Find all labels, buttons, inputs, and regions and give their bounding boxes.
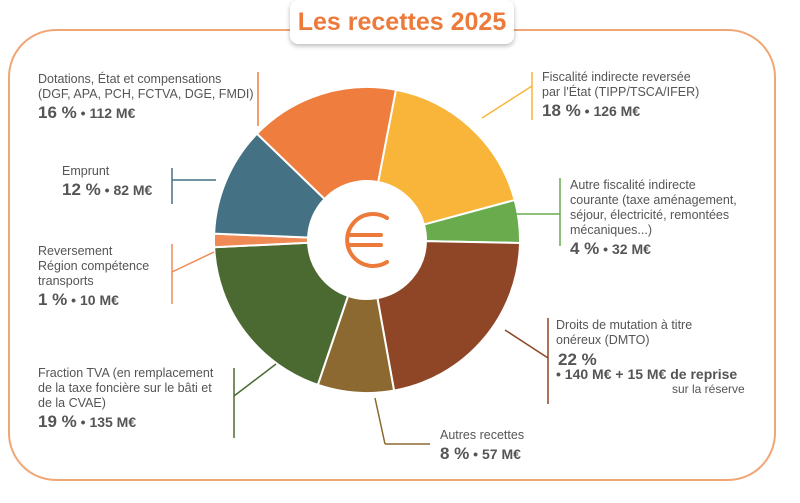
slice-amount: 57 M€ xyxy=(481,446,521,462)
slice-label-7: Emprunt 12 % • 82 M€ xyxy=(62,164,152,199)
slice-value: 8 % • 57 M€ xyxy=(440,444,521,463)
slice-label-text: (DGF, APA, PCH, FCTVA, DGE, FMDI) xyxy=(38,87,254,101)
slice-value: 4 % • 32 M€ xyxy=(570,239,651,258)
leader-line-5 xyxy=(233,363,277,397)
slice-label-text: courante (taxe aménagement, xyxy=(570,193,737,207)
slice-label-8: Dotations, État et compensations (DGF, AP… xyxy=(38,72,254,122)
donut-slice-5 xyxy=(213,241,350,387)
slice-label-text: Emprunt xyxy=(62,164,110,178)
slice-label-text: Fraction TVA (en remplacement xyxy=(38,366,214,380)
slice-label-text: Région compétence xyxy=(38,259,150,273)
slice-label-text: Fiscalité indirecte reversée xyxy=(542,70,691,84)
slice-label-1: Fiscalité indirecte reversée par l'État (… xyxy=(542,70,699,120)
slice-amount: 126 M€ xyxy=(593,103,641,119)
slice-label-6: Reversement Région compétence transports 1 … xyxy=(38,244,149,309)
slice-pct: 4 % xyxy=(570,239,600,258)
leader-line-6 xyxy=(171,251,215,273)
slice-pct: 8 % xyxy=(440,444,470,463)
slice-label-text: séjour, électricité, remontées xyxy=(570,208,730,222)
slice-label-text: de la CVAE) xyxy=(38,396,106,410)
euro-icon xyxy=(345,212,389,268)
slice-pct: 18 % xyxy=(542,101,581,120)
slice-label-text: Droits de mutation à titre xyxy=(556,318,693,332)
slice-label-text: Autres recettes xyxy=(440,428,525,442)
slice-label-text: Dotations, État et compensations xyxy=(38,72,222,86)
donut-hole xyxy=(308,181,426,299)
slice-value: 19 % • 135 M€ xyxy=(38,412,137,431)
slice-label-5: Fraction TVA (en remplacement de la taxe … xyxy=(38,366,213,431)
slice-label-text: transports xyxy=(38,274,94,288)
slice-amount: 10 M€ xyxy=(79,292,119,308)
slice-value: 22 % • 140 M€ + 15 M€ de reprise sur la ré… xyxy=(556,350,745,397)
slice-label-text: onéreux (DMTO) xyxy=(556,333,650,347)
slice-value: 1 % • 10 M€ xyxy=(38,290,119,309)
slice-label-3: Droits de mutation à titre onéreux (DMTO)… xyxy=(556,318,745,397)
slice-value: 18 % • 126 M€ xyxy=(542,101,641,120)
slice-amount: 82 M€ xyxy=(113,182,153,198)
slice-label-4: Autres recettes 8 % • 57 M€ xyxy=(440,428,524,463)
chart-title: Les recettes 2025 xyxy=(290,0,514,44)
slice-amount: 135 M€ xyxy=(89,414,137,430)
slice-label-text: Reversement xyxy=(38,244,113,258)
slice-label-text: Autre fiscalité indirecte xyxy=(570,178,696,192)
slice-pct: 12 % xyxy=(62,180,101,199)
slice-pct: 19 % xyxy=(38,412,77,431)
leader-line-4 xyxy=(374,397,386,445)
slice-amount-extra: sur la réserve xyxy=(672,382,745,396)
slice-pct: 1 % xyxy=(38,290,68,309)
slice-pct: 22 % xyxy=(558,350,597,369)
slice-amount: 32 M€ xyxy=(611,241,651,257)
slice-value: 16 % • 112 M€ xyxy=(38,103,136,122)
leader-line-1 xyxy=(481,85,533,119)
slice-label-text: par l'État (TIPP/TSCA/IFER) xyxy=(542,85,700,99)
slice-label-text: mécaniques...) xyxy=(570,223,652,237)
slice-amount: 112 M€ xyxy=(89,105,136,121)
slice-label-2: Autre fiscalité indirecte courante (taxe … xyxy=(570,178,737,258)
leader-line-3 xyxy=(504,329,549,359)
slice-value: 12 % • 82 M€ xyxy=(62,180,153,199)
slice-label-text: de la taxe foncière sur le bâti et xyxy=(38,381,212,395)
slice-amount: • 140 M€ + 15 M€ de reprise xyxy=(556,366,738,382)
slice-pct: 16 % xyxy=(38,103,77,122)
